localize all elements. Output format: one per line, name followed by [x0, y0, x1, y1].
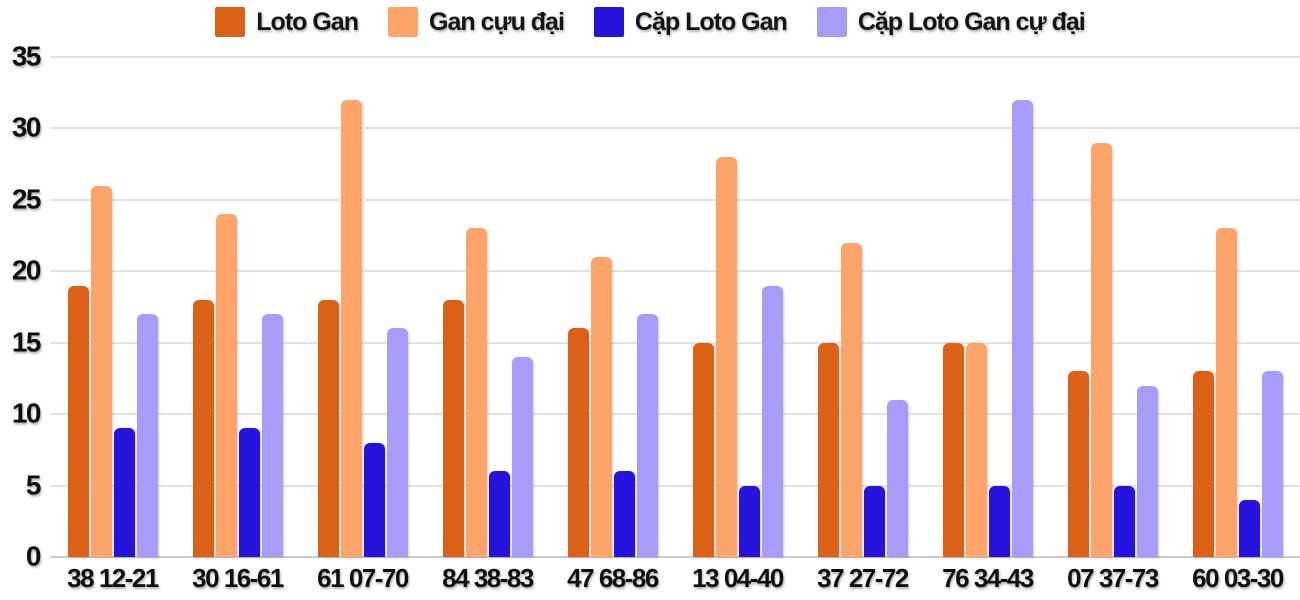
- bar-group-60-03-30: [1175, 57, 1300, 557]
- gridline: [50, 127, 1300, 130]
- bar-gan-cuu-ai: [1215, 228, 1237, 557]
- y-tick-label: 5: [25, 468, 42, 500]
- bar-loto-gan: [817, 342, 839, 557]
- bar-group-47-68-86: [550, 57, 675, 557]
- gridline: [50, 413, 1300, 416]
- x-axis-baseline: [50, 556, 1300, 558]
- bar-cap-loto-gan-cu-ai: [386, 328, 408, 557]
- gridline: [50, 484, 1300, 487]
- bar-cap-loto-gan: [613, 471, 635, 557]
- x-tick-label: 30 16-61: [192, 563, 284, 593]
- bar-gan-cuu-ai: [715, 157, 737, 557]
- bar-cap-loto-gan-cu-ai: [636, 314, 658, 557]
- bar-loto-gan: [567, 328, 589, 557]
- bar-gan-cuu-ai: [340, 99, 362, 557]
- bar-cap-loto-gan: [863, 485, 885, 557]
- x-tick-label: 07 37-73: [1067, 563, 1159, 593]
- x-tick-label: 47 68-86: [567, 563, 659, 593]
- bar-cap-loto-gan: [1113, 485, 1135, 557]
- y-tick-label: 30: [11, 111, 42, 143]
- bar-loto-gan: [67, 285, 89, 557]
- bar-loto-gan: [1192, 371, 1214, 557]
- x-tick-label: 76 34-43: [942, 563, 1034, 593]
- bar-cap-loto-gan-cu-ai: [1136, 385, 1158, 557]
- bar-cap-loto-gan-cu-ai: [136, 314, 158, 557]
- bar-gan-cuu-ai: [965, 342, 987, 557]
- legend-label: Gan cựu đại: [429, 7, 565, 36]
- bar-cap-loto-gan: [488, 471, 510, 557]
- y-tick-label: 35: [11, 40, 42, 72]
- legend-label: Cặp Loto Gan cự đại: [857, 7, 1086, 36]
- x-axis: 38 12-21 30 16-61 61 07-70 84 38-83 47 68-86…: [50, 563, 1300, 594]
- bar-gan-cuu-ai: [840, 242, 862, 557]
- bar-cap-loto-gan: [238, 428, 260, 557]
- legend-item-cap-loto-gan: Cặp Loto Gan: [593, 7, 788, 37]
- bar-loto-gan: [1067, 371, 1089, 557]
- gridline: [50, 56, 1300, 58]
- y-tick-label: 10: [11, 397, 42, 429]
- gridline: [50, 270, 1300, 273]
- gridline: [50, 198, 1300, 201]
- legend-label: Cặp Loto Gan: [634, 7, 788, 36]
- bar-groups: [50, 57, 1300, 557]
- bar-group-13-04-40: [675, 57, 800, 557]
- bar-gan-cuu-ai: [590, 257, 612, 557]
- bar-loto-gan: [317, 299, 339, 557]
- plot-area: [50, 56, 1300, 558]
- y-axis: 0 5 10 15 20 25 30 35: [0, 40, 42, 571]
- bar-cap-loto-gan: [738, 485, 760, 557]
- bar-gan-cuu-ai: [465, 228, 487, 557]
- y-tick-label: 25: [11, 183, 42, 215]
- bar-group-38-12-21: [50, 57, 175, 557]
- bar-cap-loto-gan-cu-ai: [1011, 99, 1033, 557]
- y-tick-label: 15: [11, 326, 42, 358]
- x-tick-label: 61 07-70: [317, 563, 409, 593]
- x-tick-label: 38 12-21: [67, 563, 159, 593]
- x-tick-label: 37 27-72: [817, 563, 909, 593]
- bar-group-30-16-61: [175, 57, 300, 557]
- chart-legend: Loto Gan Gan cựu đại Cặp Loto Gan Cặp Loto …: [0, 7, 1300, 37]
- bar-group-61-07-70: [300, 57, 425, 557]
- bar-loto-gan: [442, 299, 464, 557]
- legend-label: Loto Gan: [256, 7, 359, 36]
- bar-group-37-27-72: [800, 57, 925, 557]
- bar-cap-loto-gan: [363, 442, 385, 557]
- legend-item-cap-loto-gan-cu-ai: Cặp Loto Gan cự đại: [816, 7, 1086, 37]
- bar-gan-cuu-ai: [215, 214, 237, 557]
- legend-swatch-icon: [593, 7, 624, 37]
- bar-group-07-37-73: [1050, 57, 1175, 557]
- legend-swatch-icon: [215, 7, 246, 37]
- legend-swatch-icon: [388, 7, 418, 37]
- bar-cap-loto-gan-cu-ai: [886, 399, 908, 557]
- y-tick-label: 20: [11, 254, 42, 286]
- bar-cap-loto-gan: [1238, 499, 1260, 557]
- x-tick-label: 84 38-83: [442, 563, 534, 593]
- bar-cap-loto-gan-cu-ai: [761, 285, 783, 557]
- bar-loto-gan: [692, 342, 714, 557]
- legend-swatch-icon: [816, 7, 847, 37]
- bar-cap-loto-gan: [113, 428, 135, 557]
- x-tick-label: 60 03-30: [1192, 563, 1284, 593]
- bar-group-84-38-83: [425, 57, 550, 557]
- bar-cap-loto-gan-cu-ai: [511, 357, 533, 557]
- bar-gan-cuu-ai: [90, 185, 112, 557]
- bar-cap-loto-gan: [988, 485, 1010, 557]
- legend-item-loto-gan: Loto Gan: [215, 7, 359, 37]
- gridline: [50, 341, 1300, 344]
- bar-cap-loto-gan-cu-ai: [261, 314, 283, 557]
- bar-gan-cuu-ai: [1090, 142, 1112, 557]
- x-tick-label: 13 04-40: [692, 563, 784, 593]
- bar-loto-gan: [192, 299, 214, 557]
- bar-group-76-34-43: [925, 57, 1050, 557]
- legend-item-gan-cuu-ai: Gan cựu đại: [388, 7, 565, 37]
- y-tick-label: 0: [25, 540, 42, 572]
- bar-loto-gan: [942, 342, 964, 557]
- bar-cap-loto-gan-cu-ai: [1261, 371, 1283, 557]
